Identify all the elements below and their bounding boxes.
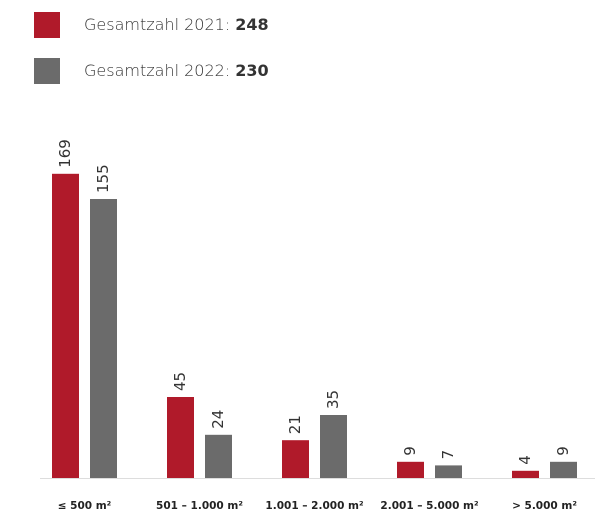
legend-name: Gesamtzahl 2022:	[84, 61, 230, 80]
value-label: 45	[171, 372, 189, 391]
x-tick-label: 1.001 – 2.000 m²	[265, 500, 364, 512]
bar	[167, 397, 194, 478]
x-tick-label: ≤ 500 m²	[58, 500, 112, 512]
legend-swatch	[34, 12, 60, 38]
legend-label: Gesamtzahl 2022: 230	[84, 61, 269, 80]
value-label: 35	[324, 390, 342, 409]
legend-total: 248	[235, 15, 268, 34]
bar	[397, 461, 424, 478]
bar	[512, 470, 539, 478]
value-label: 9	[554, 446, 572, 456]
bar	[320, 415, 347, 478]
legend-name: Gesamtzahl 2021:	[84, 15, 230, 34]
x-tick-label: > 5.000 m²	[512, 500, 577, 512]
legend-total: 230	[235, 61, 268, 80]
bar	[52, 173, 79, 479]
bar	[282, 440, 309, 478]
x-tick-label: 2.001 – 5.000 m²	[380, 500, 479, 512]
bar	[550, 461, 577, 478]
value-label: 7	[439, 450, 457, 460]
bar	[435, 465, 462, 478]
value-label: 24	[209, 410, 227, 429]
value-label: 9	[401, 446, 419, 456]
value-label: 21	[286, 415, 304, 434]
value-label: 169	[56, 139, 74, 168]
bar	[205, 434, 232, 478]
x-tick-label: 501 – 1.000 m²	[156, 500, 243, 512]
value-label: 155	[94, 164, 112, 193]
legend-label: Gesamtzahl 2021: 248	[84, 15, 269, 34]
legend-swatch	[34, 58, 60, 84]
value-label: 4	[516, 455, 534, 465]
bar	[90, 199, 117, 478]
